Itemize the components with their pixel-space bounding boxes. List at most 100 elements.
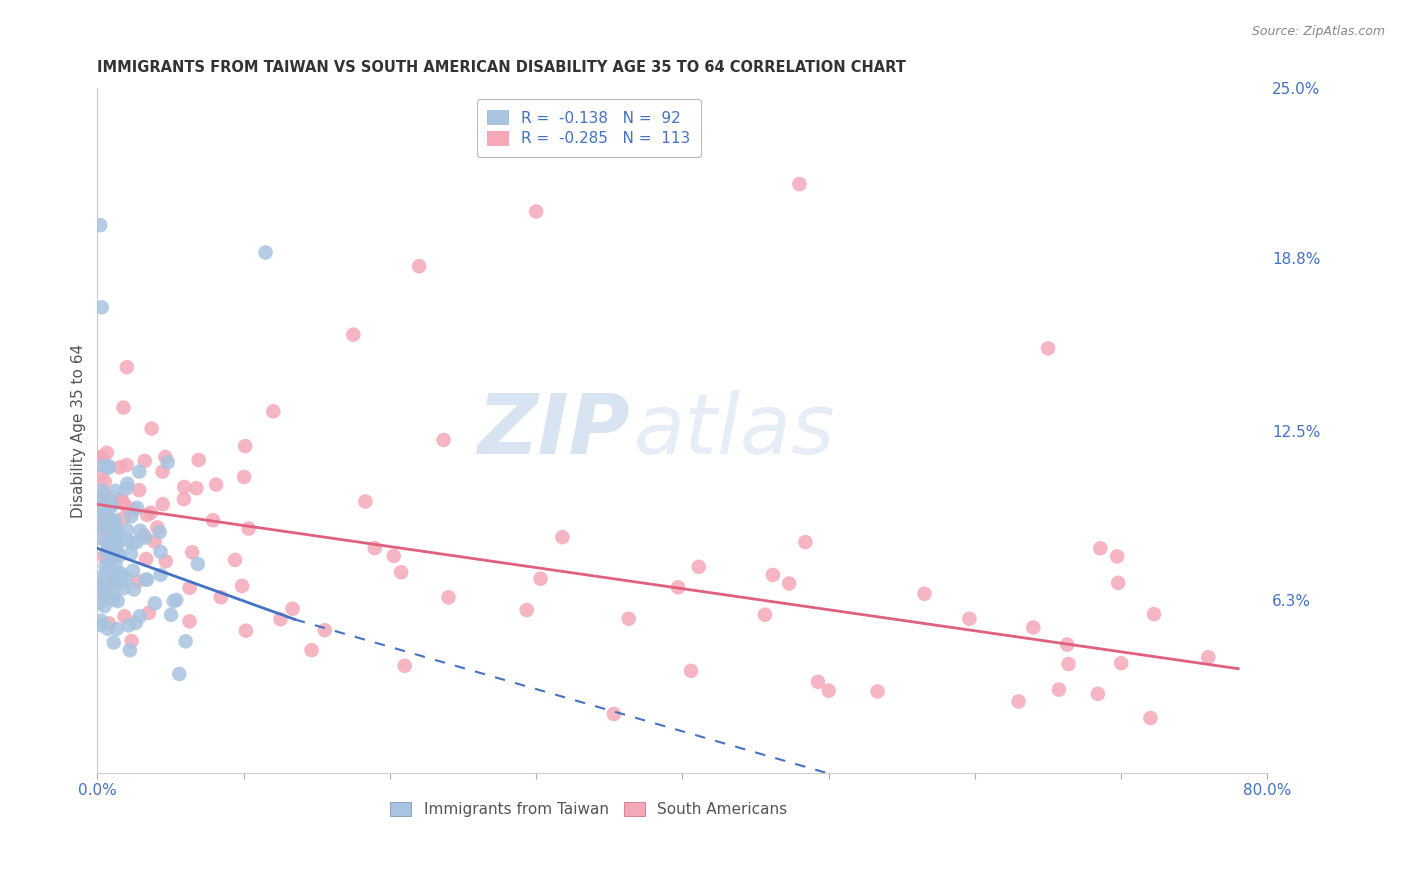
Point — [125, 615, 148, 630]
Point — [101, 533, 124, 547]
Point — [233, 439, 256, 453]
Point — [174, 634, 197, 648]
Point — [104, 483, 127, 498]
Point — [912, 587, 935, 601]
Point — [89, 582, 111, 596]
Point — [96, 536, 118, 550]
Point — [90, 301, 112, 315]
Point — [111, 493, 134, 508]
Point — [91, 519, 114, 533]
Point — [93, 587, 115, 601]
Point — [617, 612, 640, 626]
Point — [529, 572, 551, 586]
Point — [209, 591, 232, 605]
Point — [789, 177, 811, 191]
Point — [1036, 342, 1059, 356]
Point — [143, 596, 166, 610]
Point — [551, 530, 574, 544]
Point — [1143, 607, 1166, 621]
Point — [97, 460, 120, 475]
Point — [114, 571, 136, 585]
Point — [152, 465, 174, 479]
Point — [93, 599, 115, 613]
Point — [118, 643, 141, 657]
Point — [96, 446, 118, 460]
Point — [103, 540, 125, 554]
Point — [1107, 575, 1129, 590]
Point — [138, 606, 160, 620]
Point — [516, 603, 538, 617]
Point — [179, 615, 201, 629]
Point — [1056, 638, 1078, 652]
Point — [1197, 650, 1219, 665]
Point — [957, 612, 980, 626]
Point — [141, 421, 163, 435]
Point — [235, 624, 257, 638]
Point — [115, 458, 138, 472]
Point — [89, 521, 111, 535]
Point — [103, 579, 125, 593]
Point — [165, 593, 187, 607]
Point — [89, 595, 111, 609]
Point — [156, 455, 179, 469]
Point — [134, 531, 156, 545]
Point — [134, 454, 156, 468]
Point — [122, 564, 145, 578]
Point — [93, 475, 115, 489]
Point — [108, 460, 131, 475]
Point — [794, 535, 817, 549]
Point — [394, 658, 416, 673]
Point — [136, 508, 159, 522]
Point — [173, 480, 195, 494]
Point — [97, 526, 120, 541]
Point — [96, 520, 118, 534]
Point — [105, 536, 128, 550]
Point — [201, 513, 224, 527]
Point — [408, 259, 430, 273]
Point — [149, 567, 172, 582]
Point — [94, 487, 117, 501]
Point — [108, 548, 131, 562]
Point — [254, 245, 277, 260]
Point — [1107, 549, 1129, 564]
Point — [89, 218, 111, 232]
Point — [94, 558, 117, 573]
Point — [125, 500, 148, 515]
Point — [100, 572, 122, 586]
Point — [231, 579, 253, 593]
Point — [135, 552, 157, 566]
Point — [169, 667, 191, 681]
Point — [90, 451, 112, 466]
Point — [152, 497, 174, 511]
Point — [122, 582, 145, 597]
Point — [94, 533, 117, 548]
Point — [666, 580, 689, 594]
Point — [129, 524, 152, 538]
Point — [98, 493, 121, 508]
Point — [817, 683, 839, 698]
Point — [93, 458, 115, 473]
Point — [115, 360, 138, 375]
Point — [233, 470, 256, 484]
Point — [110, 566, 132, 581]
Point — [127, 574, 149, 588]
Text: ZIP: ZIP — [477, 390, 630, 471]
Point — [1047, 682, 1070, 697]
Point — [281, 601, 304, 615]
Point — [1090, 541, 1112, 556]
Point — [155, 554, 177, 568]
Point — [112, 511, 135, 525]
Point — [97, 616, 120, 631]
Point — [98, 587, 121, 601]
Point — [90, 491, 112, 505]
Point — [91, 483, 114, 498]
Point — [87, 499, 110, 513]
Point — [98, 559, 121, 574]
Point — [100, 549, 122, 564]
Point — [112, 609, 135, 624]
Point — [105, 622, 128, 636]
Point — [93, 576, 115, 591]
Point — [103, 516, 125, 530]
Point — [94, 566, 117, 580]
Point — [238, 522, 260, 536]
